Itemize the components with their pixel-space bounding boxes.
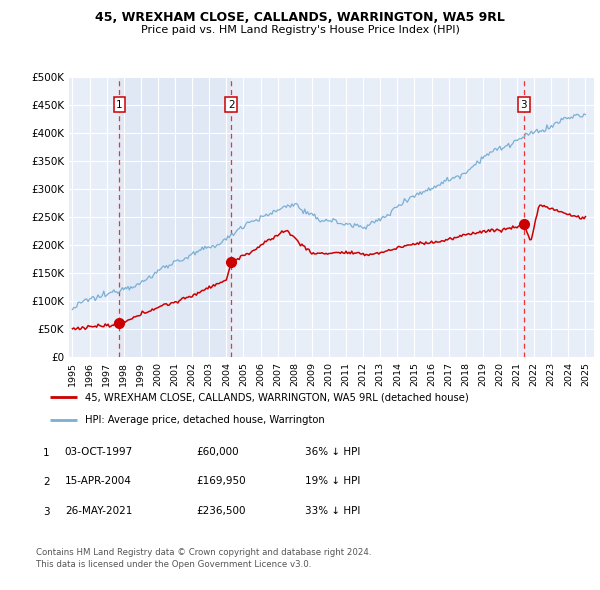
Text: £236,500: £236,500	[197, 506, 247, 516]
Text: 19% ↓ HPI: 19% ↓ HPI	[305, 476, 360, 486]
Text: 1: 1	[43, 448, 50, 458]
Text: 3: 3	[521, 100, 527, 110]
Text: £169,950: £169,950	[197, 476, 247, 486]
Text: 2: 2	[43, 477, 50, 487]
Text: 1: 1	[116, 100, 123, 110]
Text: 36% ↓ HPI: 36% ↓ HPI	[305, 447, 360, 457]
Text: HPI: Average price, detached house, Warrington: HPI: Average price, detached house, Warr…	[85, 415, 325, 425]
Text: 45, WREXHAM CLOSE, CALLANDS, WARRINGTON, WA5 9RL: 45, WREXHAM CLOSE, CALLANDS, WARRINGTON,…	[95, 11, 505, 24]
Text: 45, WREXHAM CLOSE, CALLANDS, WARRINGTON, WA5 9RL (detached house): 45, WREXHAM CLOSE, CALLANDS, WARRINGTON,…	[85, 392, 469, 402]
Text: £60,000: £60,000	[197, 447, 239, 457]
Text: 03-OCT-1997: 03-OCT-1997	[65, 447, 133, 457]
Text: 33% ↓ HPI: 33% ↓ HPI	[305, 506, 360, 516]
Text: 3: 3	[43, 507, 50, 517]
Text: 15-APR-2004: 15-APR-2004	[65, 476, 131, 486]
Text: 26-MAY-2021: 26-MAY-2021	[65, 506, 132, 516]
Text: 2: 2	[228, 100, 235, 110]
Text: Contains HM Land Registry data © Crown copyright and database right 2024.
This d: Contains HM Land Registry data © Crown c…	[36, 548, 371, 569]
Text: Price paid vs. HM Land Registry's House Price Index (HPI): Price paid vs. HM Land Registry's House …	[140, 25, 460, 35]
Bar	[119, 77, 231, 357]
